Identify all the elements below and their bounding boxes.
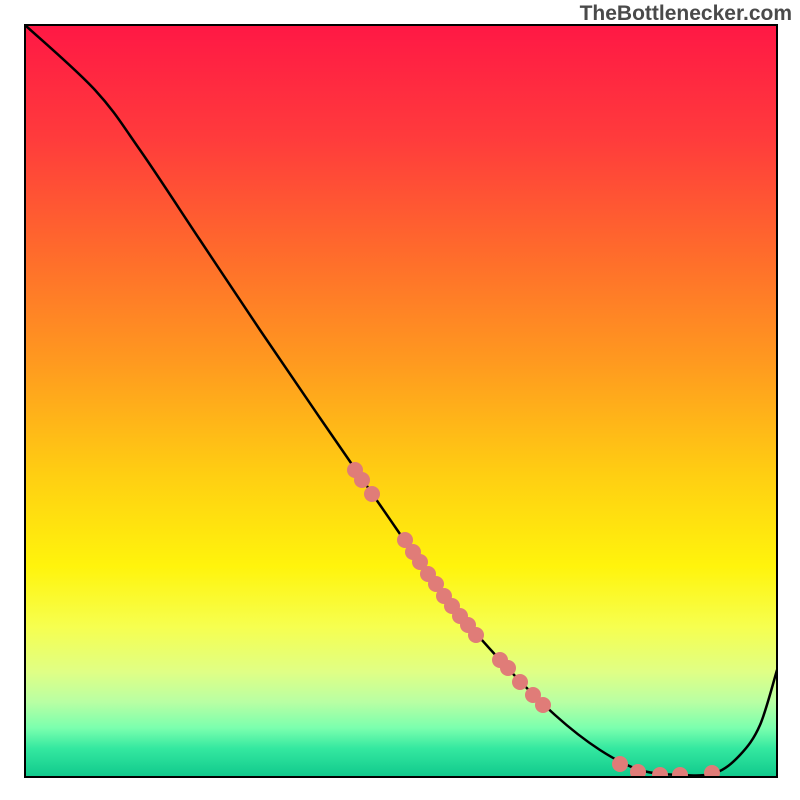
scatter-point — [612, 756, 628, 772]
scatter-point — [468, 627, 484, 643]
scatter-point — [512, 674, 528, 690]
scatter-point — [672, 767, 688, 783]
bottleneck-chart — [0, 0, 800, 800]
scatter-point — [500, 660, 516, 676]
scatter-point — [364, 486, 380, 502]
scatter-point — [535, 697, 551, 713]
scatter-point — [704, 765, 720, 781]
scatter-point — [652, 767, 668, 783]
gradient-background — [25, 25, 777, 777]
chart-container: TheBottlenecker.com — [0, 0, 800, 800]
scatter-point — [354, 472, 370, 488]
watermark-label: TheBottlenecker.com — [580, 2, 792, 26]
